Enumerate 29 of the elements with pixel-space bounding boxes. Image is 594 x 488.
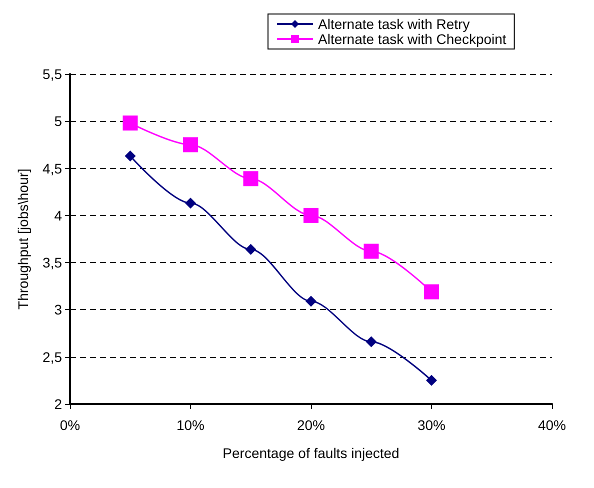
x-tick-label: 30% bbox=[417, 417, 446, 433]
y-tick-label: 2,5 bbox=[42, 348, 62, 365]
point bbox=[243, 171, 258, 186]
y-tick-label: 4,5 bbox=[42, 160, 62, 176]
y-axis-title: Throughput [jobs\hour] bbox=[15, 168, 31, 310]
point bbox=[122, 116, 138, 131]
point bbox=[366, 336, 377, 348]
legend-label: Alternate task with Retry bbox=[318, 16, 470, 32]
point bbox=[306, 296, 316, 307]
x-tick-label: 0% bbox=[60, 417, 80, 433]
y-tick-label: 5,5 bbox=[42, 66, 62, 82]
point bbox=[424, 284, 439, 300]
point bbox=[124, 150, 136, 162]
point bbox=[185, 198, 196, 209]
point bbox=[304, 208, 318, 223]
x-tick-label: 10% bbox=[176, 417, 205, 433]
x-axis-title: Percentage of faults injected bbox=[222, 445, 400, 461]
point bbox=[245, 244, 256, 255]
y-tick-label: 2 bbox=[54, 396, 62, 412]
y-tick-label: 3 bbox=[54, 302, 62, 318]
point bbox=[426, 374, 437, 386]
y-tick-label: 5 bbox=[54, 113, 62, 130]
point bbox=[183, 137, 198, 152]
point bbox=[364, 244, 379, 259]
x-tick-label: 40% bbox=[538, 417, 566, 433]
y-tick-label: 3,5 bbox=[42, 254, 62, 271]
y-tick-label: 4 bbox=[54, 207, 62, 224]
legend-label: Alternate task with Checkpoint bbox=[318, 31, 506, 47]
x-tick-label: 20% bbox=[296, 417, 326, 433]
